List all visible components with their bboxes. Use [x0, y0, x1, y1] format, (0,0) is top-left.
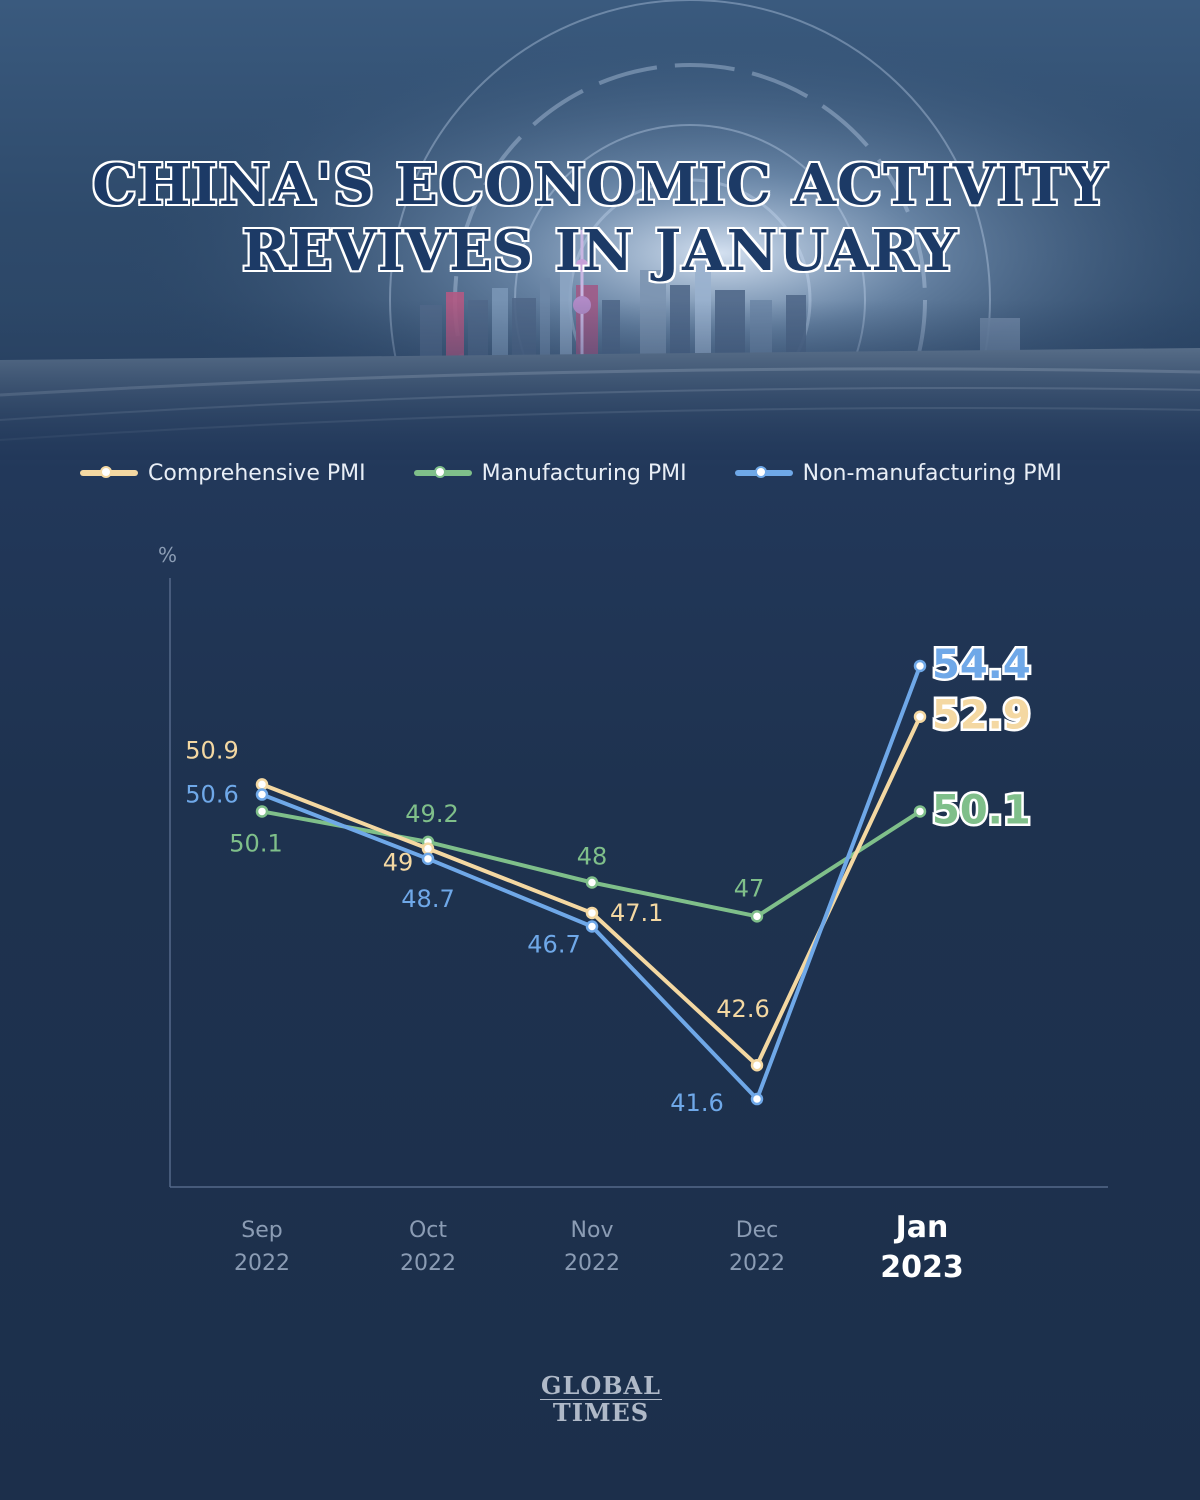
data-point-comprehensive-pmi-3: [750, 1058, 764, 1072]
data-label-manufacturing-pmi-2: 48: [577, 843, 608, 871]
data-label-non-manufacturing-pmi-3: 41.6: [670, 1089, 723, 1117]
data-label-manufacturing-pmi-3: 47: [734, 874, 765, 902]
data-point-comprehensive-pmi-1: [421, 842, 435, 855]
data-point-manufacturing-pmi-2: [585, 876, 599, 889]
legend-label-comprehensive: Comprehensive PMI: [148, 460, 366, 486]
data-label-non-manufacturing-pmi-2: 46.7: [527, 930, 580, 958]
data-point-non-manufacturing-pmi-4: [913, 659, 927, 673]
legend-item-comprehensive: Comprehensive PMI: [80, 461, 366, 486]
legend-item-non-manufacturing: Non-manufacturing PMI: [734, 460, 1062, 486]
legend-label-non-manufacturing: Non-manufacturing PMI: [802, 460, 1062, 486]
data-point-non-manufacturing-pmi-2: [585, 920, 599, 933]
data-label-non-manufacturing-pmi-0: 50.6: [185, 781, 238, 809]
data-label-non-manufacturing-pmi-1: 48.7: [401, 885, 454, 913]
x-tick-month-1: Oct: [409, 1218, 447, 1243]
data-point-non-manufacturing-pmi-0: [255, 788, 269, 801]
title-line-1: CHINA'S ECONOMIC ACTIVITY: [92, 152, 1108, 218]
data-label-comprehensive-pmi-2: 47.1: [610, 899, 663, 927]
chart-legend: Comprehensive PMI Manufacturing PMI Non-…: [80, 456, 1062, 490]
x-tick-month-0: Sep: [241, 1218, 282, 1243]
title-line-2: REVIVES IN JANUARY: [241, 218, 959, 284]
data-label-manufacturing-pmi-4: 50.1: [932, 787, 1031, 833]
data-point-non-manufacturing-pmi-1: [421, 852, 435, 866]
data-label-manufacturing-pmi-1: 49.2: [405, 800, 458, 828]
series-line-comprehensive-pmi: [261, 715, 922, 1068]
logo-line-2: TIMES: [552, 1398, 650, 1427]
data-label-comprehensive-pmi-0: 50.9: [185, 736, 238, 764]
data-label-comprehensive-pmi-4: 52.9: [932, 693, 1031, 739]
x-tick-month-3: Dec: [736, 1218, 779, 1243]
data-point-comprehensive-pmi-4: [913, 710, 927, 723]
legend-label-manufacturing: Manufacturing PMI: [481, 460, 687, 486]
x-tick-year-4: 2023: [880, 1250, 964, 1285]
legend-swatch-manufacturing: [413, 466, 472, 478]
data-point-manufacturing-pmi-0: [255, 805, 269, 818]
y-axis-unit-label: %: [158, 543, 178, 567]
legend-swatch-comprehensive: [80, 466, 138, 478]
data-point-comprehensive-pmi-2: [585, 906, 599, 920]
x-tick-year-0: 2022: [234, 1251, 290, 1276]
data-point-manufacturing-pmi-4: [913, 805, 927, 818]
data-point-manufacturing-pmi-3: [750, 910, 764, 923]
data-label-non-manufacturing-pmi-4: 54.4: [932, 642, 1031, 688]
x-tick-month-4: Jan: [894, 1210, 949, 1245]
data-label-comprehensive-pmi-1: 49: [383, 849, 414, 877]
x-tick-year-3: 2022: [729, 1251, 785, 1276]
page-title: CHINA'S ECONOMIC ACTIVITY REVIVES IN JAN…: [0, 152, 1200, 284]
data-point-comprehensive-pmi-0: [255, 778, 269, 791]
x-tick-year-2: 2022: [564, 1251, 620, 1276]
data-point-non-manufacturing-pmi-3: [750, 1092, 764, 1106]
hero-skyline-background: [0, 0, 1200, 460]
global-times-logo: GLOBAL TIMES: [540, 1374, 662, 1425]
legend-item-manufacturing: Manufacturing PMI: [413, 460, 687, 486]
logo-line-1: GLOBAL: [540, 1371, 662, 1400]
legend-swatch-non-manufacturing: [734, 466, 793, 478]
data-label-comprehensive-pmi-3: 42.6: [716, 995, 769, 1023]
x-tick-year-1: 2022: [400, 1251, 456, 1276]
x-tick-month-2: Nov: [571, 1218, 614, 1243]
data-label-manufacturing-pmi-0: 50.1: [229, 829, 282, 857]
